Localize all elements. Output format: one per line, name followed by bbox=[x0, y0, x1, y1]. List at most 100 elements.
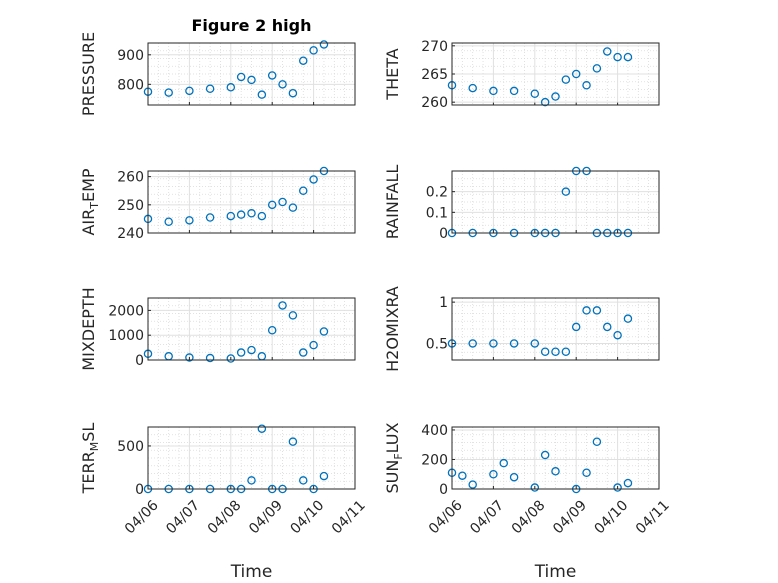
data-point bbox=[247, 209, 256, 218]
data-point bbox=[458, 471, 467, 480]
data-point bbox=[298, 56, 308, 65]
air_temp-axes: 240 250 260 AIRTEMP bbox=[79, 166, 356, 242]
data-point bbox=[592, 437, 602, 447]
data-point bbox=[319, 40, 329, 49]
data-point bbox=[551, 467, 560, 476]
data-point bbox=[592, 306, 602, 315]
y-axis-label: H2OMIXRA bbox=[383, 286, 402, 372]
data-point bbox=[319, 471, 329, 481]
y-axis-label: SUNFLUX bbox=[383, 422, 405, 493]
data-point bbox=[489, 86, 498, 96]
y-tick-label: 0.5 bbox=[426, 336, 448, 352]
data-point bbox=[561, 75, 571, 84]
data-point bbox=[603, 322, 612, 332]
axes-box bbox=[147, 170, 356, 234]
axes-box bbox=[147, 42, 356, 106]
x-tick-label: 04/10 bbox=[592, 497, 632, 537]
data-point bbox=[530, 339, 540, 348]
data-point bbox=[319, 327, 329, 336]
y-tick-label: 0 bbox=[439, 226, 448, 242]
data-point bbox=[185, 216, 194, 225]
axes-box bbox=[147, 297, 356, 361]
data-point bbox=[164, 88, 173, 97]
data-point bbox=[205, 84, 215, 94]
h2omixra-axes: 0.5 1 H2OMIXRA bbox=[383, 286, 660, 372]
data-point bbox=[257, 424, 267, 433]
data-point bbox=[257, 211, 267, 221]
data-point bbox=[468, 339, 477, 348]
data-point bbox=[298, 476, 308, 485]
x-tick-label: 04/08 bbox=[509, 497, 549, 537]
y-axis-label: THETA bbox=[383, 48, 402, 100]
data-point bbox=[288, 203, 298, 212]
data-point bbox=[267, 325, 277, 335]
y-tick-label: 0.1 bbox=[426, 205, 448, 221]
data-point bbox=[530, 483, 540, 492]
x-tick-label: 04/09 bbox=[550, 497, 590, 537]
terr_msl-axes: 04/06 04/07 04/08 04/09 04/10 04/11 0 500 TERRMS… bbox=[79, 423, 369, 582]
theta-axes: 260 265 270 THETA bbox=[383, 39, 660, 111]
data-point bbox=[247, 345, 256, 355]
data-point bbox=[164, 217, 173, 226]
y-tick-label: 900 bbox=[117, 48, 144, 64]
x-tick-label: 04/08 bbox=[205, 497, 245, 537]
y-tick-label: 500 bbox=[117, 439, 144, 455]
data-point bbox=[509, 86, 519, 96]
y-tick-label: 400 bbox=[421, 423, 448, 439]
data-point bbox=[613, 483, 622, 492]
y-tick-label: 200 bbox=[421, 452, 448, 468]
data-point bbox=[582, 468, 591, 478]
data-point bbox=[509, 339, 519, 348]
x-tick-label: 04/07 bbox=[467, 497, 507, 537]
x-tick-label: 04/09 bbox=[246, 497, 286, 537]
data-point bbox=[499, 458, 508, 468]
data-point bbox=[309, 175, 318, 184]
data-point bbox=[509, 472, 519, 482]
data-point bbox=[468, 480, 477, 489]
data-point bbox=[551, 92, 560, 101]
data-point bbox=[205, 353, 215, 363]
data-point bbox=[236, 348, 246, 357]
y-tick-label: 265 bbox=[421, 67, 448, 83]
data-point bbox=[613, 330, 622, 340]
data-point bbox=[298, 186, 308, 195]
y-axis-label: MIXDEPTH bbox=[79, 287, 98, 370]
x-tick-label: 04/06 bbox=[426, 497, 466, 537]
data-point bbox=[623, 52, 633, 62]
x-tick-label: 04/11 bbox=[633, 497, 673, 537]
y-tick-label: 1000 bbox=[108, 328, 144, 344]
y-axis-label: TERRMSL bbox=[79, 423, 101, 495]
data-point bbox=[561, 347, 571, 356]
y-tick-label: 270 bbox=[421, 39, 448, 55]
data-point bbox=[571, 69, 581, 79]
data-point bbox=[613, 52, 622, 62]
data-point bbox=[278, 80, 287, 89]
y-tick-label: 0 bbox=[439, 482, 448, 498]
data-point bbox=[623, 478, 633, 488]
data-point bbox=[226, 211, 236, 221]
y-tick-label: 260 bbox=[421, 95, 448, 111]
data-point bbox=[489, 469, 498, 479]
data-point bbox=[309, 340, 318, 350]
data-point bbox=[267, 200, 277, 210]
data-point bbox=[288, 311, 298, 320]
data-point bbox=[582, 306, 591, 315]
rainfall-axes: 0 0.1 0.2 RAINFALL bbox=[383, 165, 660, 242]
data-point bbox=[582, 81, 591, 90]
data-point bbox=[288, 88, 298, 98]
data-point bbox=[185, 86, 194, 96]
axes-box bbox=[147, 426, 356, 490]
x-axis-label: Time bbox=[230, 562, 273, 582]
data-point bbox=[288, 437, 298, 446]
data-point bbox=[257, 90, 267, 99]
axes-box bbox=[451, 426, 660, 490]
data-point bbox=[468, 83, 477, 93]
y-tick-label: 2000 bbox=[108, 303, 144, 319]
mixdepth-axes: 0 1000 2000 MIXDEPTH bbox=[79, 287, 356, 371]
y-tick-label: 0.2 bbox=[426, 185, 448, 201]
y-tick-label: 0 bbox=[135, 482, 144, 498]
data-point bbox=[236, 210, 246, 219]
data-point bbox=[236, 72, 246, 82]
data-point bbox=[571, 322, 581, 332]
